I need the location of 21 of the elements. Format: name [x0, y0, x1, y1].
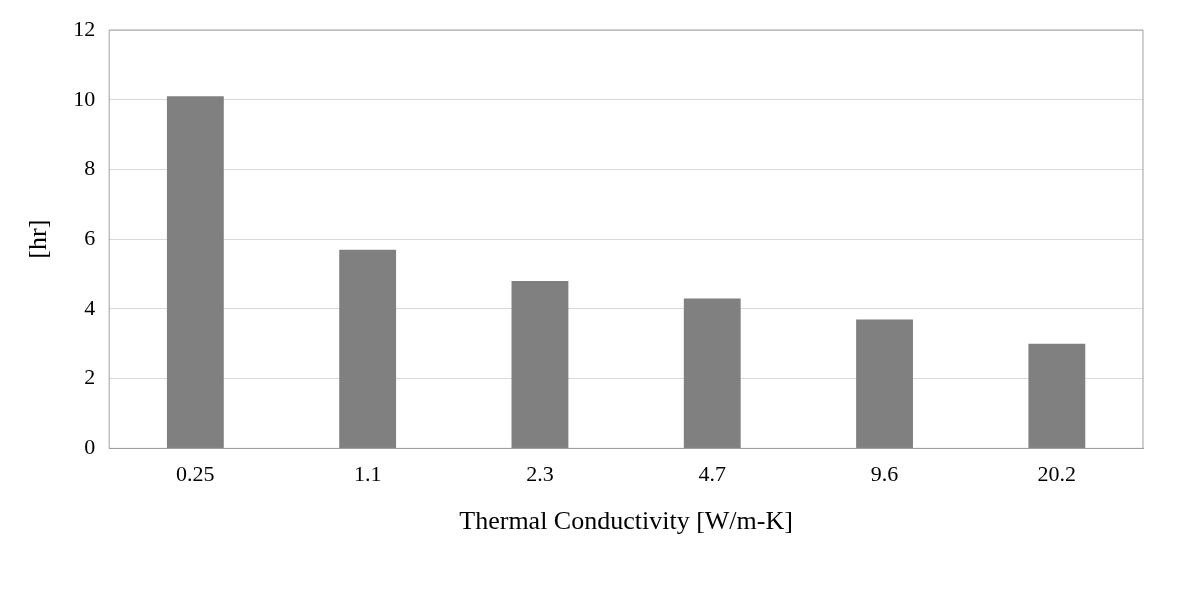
- bar: [166, 96, 224, 448]
- x-tick-label: 4.7: [698, 461, 726, 487]
- bar: [511, 281, 569, 448]
- y-axis-title: [hr]: [23, 219, 53, 259]
- x-tick-label: 2.3: [526, 461, 554, 487]
- y-tick-label: 10: [73, 85, 96, 111]
- x-tick-label: 9.6: [870, 461, 899, 487]
- y-tick-label: 2: [84, 364, 96, 390]
- y-tick-label: 8: [84, 155, 96, 181]
- y-tick-label: 12: [73, 15, 96, 41]
- bar: [1028, 343, 1086, 448]
- bar: [339, 249, 397, 448]
- y-tick-label: 0: [84, 434, 96, 460]
- bar: [856, 319, 913, 448]
- bar: [683, 298, 741, 448]
- x-tick-label: 1.1: [353, 461, 382, 487]
- x-axis-title: Thermal Conductivity [W/m-K]: [459, 506, 793, 536]
- y-tick-label: 6: [84, 224, 96, 250]
- y-tick-label: 4: [84, 294, 96, 320]
- x-tick-label: 20.2: [1037, 461, 1077, 487]
- x-tick-label: 0.25: [176, 461, 215, 487]
